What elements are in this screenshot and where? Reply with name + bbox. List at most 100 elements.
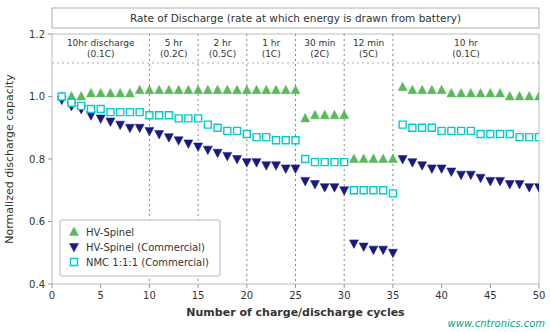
- point: [224, 127, 231, 134]
- rate-label: 12 min: [353, 38, 384, 48]
- rate-label: 30 min: [304, 38, 335, 48]
- point: [380, 187, 387, 194]
- point: [487, 131, 494, 138]
- point: [536, 134, 540, 141]
- x-tick: [441, 284, 442, 288]
- legend-label: HV-Spinel: [86, 227, 134, 238]
- point: [427, 165, 436, 174]
- title: Rate of Discharge (rate at which energy …: [130, 12, 461, 24]
- point: [466, 88, 475, 97]
- point: [175, 115, 182, 122]
- x-tick-label: 5: [98, 290, 104, 301]
- point: [340, 187, 349, 196]
- point: [292, 137, 299, 144]
- y-tick-label: 0.4: [29, 279, 45, 290]
- point: [282, 137, 289, 144]
- point: [379, 246, 388, 255]
- point: [116, 121, 125, 130]
- point: [146, 112, 153, 119]
- point: [408, 159, 417, 168]
- watermark: www.cntronics.com: [448, 318, 546, 329]
- x-tick-label: 30: [338, 290, 351, 301]
- point: [77, 92, 86, 101]
- point: [213, 149, 222, 158]
- point: [272, 85, 281, 94]
- series: [58, 93, 539, 197]
- point: [195, 115, 202, 122]
- point: [340, 110, 349, 119]
- point: [320, 184, 329, 193]
- x-tick: [246, 284, 247, 288]
- point: [253, 134, 260, 141]
- point: [477, 131, 484, 138]
- point: [302, 156, 309, 163]
- point: [135, 85, 144, 94]
- y-tick-label: 1.2: [29, 29, 45, 40]
- point: [96, 88, 105, 97]
- y-tick: [48, 284, 52, 285]
- x-tick: [539, 284, 540, 288]
- point: [281, 165, 290, 174]
- rate-labels: 10hr discharge(0.1C)5 hr(0.2C)2 hr(0.5C)…: [67, 38, 480, 59]
- point: [369, 246, 378, 255]
- rate-label: 1 hr: [262, 38, 280, 48]
- point: [476, 88, 485, 97]
- y-tick: [48, 159, 52, 160]
- c-rate-label: (0.1C): [452, 49, 480, 59]
- point: [301, 177, 310, 186]
- point: [330, 110, 339, 119]
- legend-frame: [60, 220, 220, 276]
- plot-frame: [52, 34, 539, 284]
- point: [242, 85, 251, 94]
- point: [370, 187, 377, 194]
- point: [427, 85, 436, 94]
- point: [310, 181, 319, 190]
- point: [321, 159, 328, 166]
- point: [457, 88, 466, 97]
- point: [448, 127, 455, 134]
- rate-label: 2 hr: [213, 38, 231, 48]
- point: [262, 85, 271, 94]
- y-axis-label: Normalized discharge capacity: [3, 74, 16, 244]
- point: [156, 112, 163, 119]
- y-tick-label: 0.6: [29, 216, 45, 227]
- point: [409, 124, 416, 131]
- x-tick: [52, 284, 53, 288]
- x-tick: [392, 284, 393, 288]
- point: [106, 118, 115, 127]
- point: [78, 102, 85, 109]
- point: [349, 154, 358, 163]
- point: [223, 85, 232, 94]
- point: [418, 85, 427, 94]
- x-tick: [100, 284, 101, 288]
- point: [117, 109, 124, 116]
- x-tick: [344, 284, 345, 288]
- point: [291, 165, 300, 174]
- point: [243, 131, 250, 138]
- point: [194, 85, 203, 94]
- point: [388, 154, 397, 163]
- point: [136, 109, 143, 116]
- x-tick: [198, 284, 199, 288]
- x-tick-label: 45: [484, 290, 497, 301]
- point: [106, 88, 115, 97]
- point: [486, 177, 495, 186]
- c-rate-label: (5C): [359, 49, 378, 59]
- point: [331, 159, 338, 166]
- legend-swatch: [70, 244, 79, 253]
- point: [68, 99, 75, 106]
- point: [496, 177, 505, 186]
- point: [125, 124, 134, 133]
- point: [379, 154, 388, 163]
- point: [535, 92, 540, 101]
- point: [234, 127, 241, 134]
- rate-label: 10hr discharge: [67, 38, 135, 48]
- point: [398, 156, 407, 165]
- point: [155, 85, 164, 94]
- point: [447, 168, 456, 177]
- point: [126, 109, 133, 116]
- point: [301, 113, 310, 122]
- point: [360, 187, 367, 194]
- point: [203, 146, 212, 155]
- x-tick-label: 0: [49, 290, 55, 301]
